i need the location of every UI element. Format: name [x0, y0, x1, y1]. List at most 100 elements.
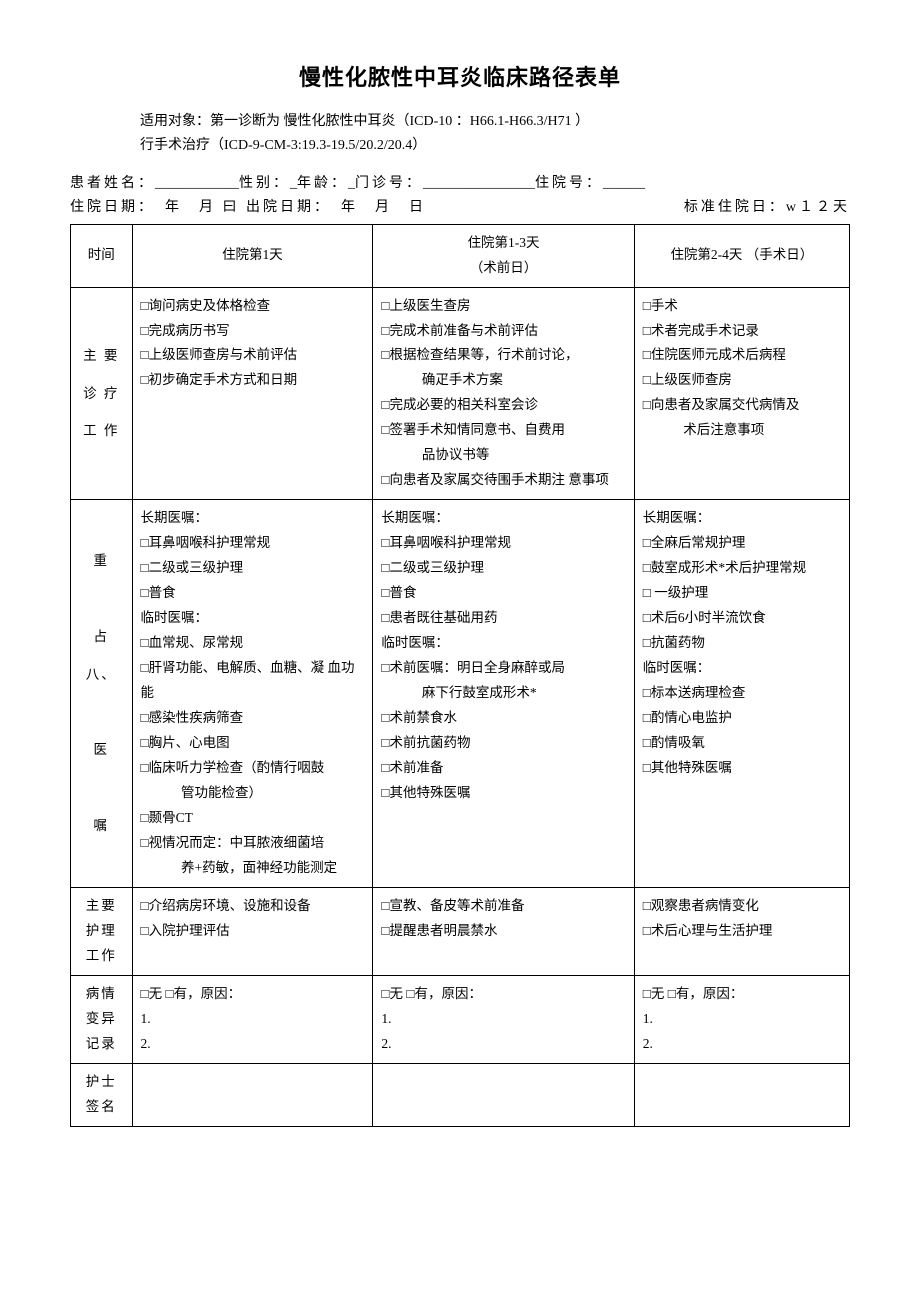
orders-day3: 长期医嘱：□全麻后常规护理□鼓室成形术*术后护理常规□ 一级护理□术后6小时半流…: [634, 500, 849, 888]
list-item: 临时医嘱：: [141, 606, 365, 631]
list-item: □无 □有，原因：: [643, 982, 841, 1007]
label-clinic: 门诊号：: [355, 176, 423, 191]
patient-info-line1: 患者姓名：____________性别：_年龄：_门诊号：___________…: [70, 172, 850, 192]
list-item: 确疋手术方案: [381, 368, 625, 393]
orders-day1: 长期医嘱：□耳鼻咽喉科护理常规□二级或三级护理□普食临时医嘱：□血常规、尿常规□…: [132, 500, 373, 888]
standard-days: 标准住院日：w１２天: [684, 196, 850, 216]
label-work: 主 要诊 疗工 作: [71, 287, 133, 500]
list-item: 长期医嘱：: [381, 506, 625, 531]
variance-day1: □无 □有，原因：1.2.: [132, 975, 373, 1063]
row-nurse-sign: 护士签名: [71, 1063, 850, 1126]
work-day1: □询问病史及体格检查□完成病历书写□上级医师查房与术前评估□初步确定手术方式和日…: [132, 287, 373, 500]
list-item: 临时医嘱：: [381, 631, 625, 656]
header-time: 时间: [71, 224, 133, 287]
list-item: □普食: [141, 581, 365, 606]
list-item: □视情况而定：中耳脓液细菌培: [141, 831, 365, 856]
blank-admit[interactable]: ______: [603, 176, 645, 191]
list-item: 长期医嘱：: [643, 506, 841, 531]
orders-day2: 长期医嘱：□耳鼻咽喉科护理常规□二级或三级护理□普食□患者既往基础用药临时医嘱：…: [373, 500, 634, 888]
label-nursing: 主要护理工作: [71, 887, 133, 975]
subtitle: 适用对象：第一诊断为 慢性化脓性中耳炎（ICD-10 ：H66.1-H66.3/…: [140, 110, 850, 158]
list-item: □无 □有，原因：: [381, 982, 625, 1007]
list-item: □介绍病房环境、设施和设备: [141, 894, 365, 919]
label-orders: 重占八、医嘱: [71, 500, 133, 888]
table-header-row: 时间 住院第1天 住院第1-3天 （术前日） 住院第2-4天 （手术日）: [71, 224, 850, 287]
admit-dates: 住院日期： 年 月 曰 出院日期： 年 月 日: [70, 196, 426, 216]
blank-age[interactable]: _: [348, 176, 355, 191]
list-item: □其他特殊医嘱: [643, 756, 841, 781]
list-item: □术前禁食水: [381, 706, 625, 731]
list-item: □向患者及家属交待围手术期注 意事项: [381, 468, 625, 493]
work-day2: □上级医生查房□完成术前准备与术前评估□根据检查结果等，行术前讨论， 确疋手术方…: [373, 287, 634, 500]
list-item: □术前抗菌药物: [381, 731, 625, 756]
list-item: □询问病史及体格检查: [141, 294, 365, 319]
list-item: □签署手术知情同意书、自费用: [381, 418, 625, 443]
list-item: □术后6小时半流饮食: [643, 606, 841, 631]
list-item: □感染性疾病筛查: [141, 706, 365, 731]
list-item: □初步确定手术方式和日期: [141, 368, 365, 393]
list-item: 麻下行鼓室成形术*: [381, 681, 625, 706]
list-item: □普食: [381, 581, 625, 606]
list-item: □耳鼻咽喉科护理常规: [141, 531, 365, 556]
list-item: □耳鼻咽喉科护理常规: [381, 531, 625, 556]
list-item: 1.: [141, 1007, 365, 1032]
page-title: 慢性化脓性中耳炎临床路径表单: [70, 60, 850, 92]
work-day3: □手术□术者完成手术记录□住院医师元成术后病程□上级医师查房□向患者及家属交代病…: [634, 287, 849, 500]
list-item: 1.: [643, 1007, 841, 1032]
clinical-pathway-table: 时间 住院第1天 住院第1-3天 （术前日） 住院第2-4天 （手术日） 主 要…: [70, 224, 850, 1127]
list-item: □二级或三级护理: [381, 556, 625, 581]
list-item: 临时医嘱：: [643, 656, 841, 681]
nursing-day1: □介绍病房环境、设施和设备□入院护理评估: [132, 887, 373, 975]
list-item: □上级医师查房: [643, 368, 841, 393]
list-item: □完成术前准备与术前评估: [381, 319, 625, 344]
blank-clinic[interactable]: ________________: [423, 176, 535, 191]
list-item: □其他特殊医嘱: [381, 781, 625, 806]
list-item: □胸片、心电图: [141, 731, 365, 756]
header-day2-line2: （术前日）: [381, 256, 625, 281]
list-item: □ 一级护理: [643, 581, 841, 606]
list-item: 术后注意事项: [643, 418, 841, 443]
list-item: 长期医嘱：: [141, 506, 365, 531]
header-day3: 住院第2-4天 （手术日）: [634, 224, 849, 287]
label-variance: 病情变异记录: [71, 975, 133, 1063]
list-item: 管功能检查）: [141, 781, 365, 806]
blank-name[interactable]: ____________: [155, 176, 239, 191]
list-item: □宣教、备皮等术前准备: [381, 894, 625, 919]
list-item: □二级或三级护理: [141, 556, 365, 581]
list-item: □术前医嘱：明日全身麻醉或局: [381, 656, 625, 681]
blank-sex[interactable]: _: [290, 176, 297, 191]
nurse-sign-day2[interactable]: [373, 1063, 634, 1126]
list-item: □酌情心电监护: [643, 706, 841, 731]
list-item: 2.: [643, 1032, 841, 1057]
variance-day2: □无 □有，原因：1.2.: [373, 975, 634, 1063]
label-nurse-sign: 护士签名: [71, 1063, 133, 1126]
header-day1: 住院第1天: [132, 224, 373, 287]
list-item: □标本送病理检查: [643, 681, 841, 706]
list-item: □向患者及家属交代病情及: [643, 393, 841, 418]
row-nursing: 主要护理工作 □介绍病房环境、设施和设备□入院护理评估 □宣教、备皮等术前准备□…: [71, 887, 850, 975]
list-item: □手术: [643, 294, 841, 319]
list-item: □术后心理与生活护理: [643, 919, 841, 944]
variance-day3: □无 □有，原因：1.2.: [634, 975, 849, 1063]
list-item: □肝肾功能、电解质、血糖、凝 血功能: [141, 656, 365, 706]
list-item: □上级医师查房与术前评估: [141, 343, 365, 368]
nurse-sign-day3[interactable]: [634, 1063, 849, 1126]
list-item: □住院医师元成术后病程: [643, 343, 841, 368]
label-name: 患者姓名：: [70, 176, 155, 191]
row-orders: 重占八、医嘱 长期医嘱：□耳鼻咽喉科护理常规□二级或三级护理□普食临时医嘱：□血…: [71, 500, 850, 888]
list-item: 2.: [141, 1032, 365, 1057]
list-item: □鼓室成形术*术后护理常规: [643, 556, 841, 581]
nursing-day2: □宣教、备皮等术前准备□提醒患者明晨禁水: [373, 887, 634, 975]
list-item: □临床听力学检查（酌情行咽鼓: [141, 756, 365, 781]
list-item: □提醒患者明晨禁水: [381, 919, 625, 944]
list-item: □入院护理评估: [141, 919, 365, 944]
header-day2-line1: 住院第1-3天: [381, 231, 625, 256]
nursing-day3: □观察患者病情变化□术后心理与生活护理: [634, 887, 849, 975]
nurse-sign-day1[interactable]: [132, 1063, 373, 1126]
list-item: □抗菌药物: [643, 631, 841, 656]
list-item: 1.: [381, 1007, 625, 1032]
list-item: □完成必要的相关科室会诊: [381, 393, 625, 418]
list-item: □血常规、尿常规: [141, 631, 365, 656]
list-item: □患者既往基础用药: [381, 606, 625, 631]
list-item: □完成病历书写: [141, 319, 365, 344]
